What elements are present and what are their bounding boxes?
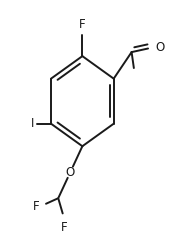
Text: I: I	[31, 117, 34, 130]
Text: F: F	[61, 221, 68, 234]
Text: F: F	[79, 18, 86, 32]
Text: O: O	[155, 41, 164, 54]
Text: F: F	[33, 200, 40, 213]
Text: O: O	[66, 166, 75, 179]
